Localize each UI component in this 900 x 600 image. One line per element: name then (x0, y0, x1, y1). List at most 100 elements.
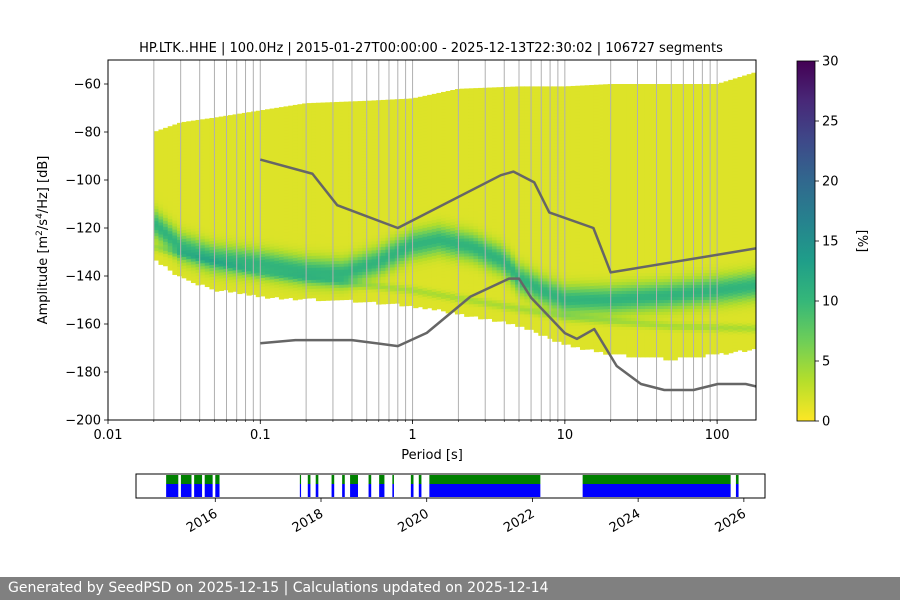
psd-density-cell (491, 156, 498, 160)
psd-density-cell (237, 131, 243, 136)
psd-density-cell (371, 244, 377, 248)
psd-density-cell (380, 231, 387, 236)
psd-density-cell (362, 211, 368, 216)
psd-density-cell (297, 191, 303, 195)
psd-density-cell (454, 95, 461, 99)
psd-density-cell (297, 131, 303, 135)
psd-density-cell (478, 306, 484, 311)
psd-density-cell (195, 218, 201, 223)
psd-density-cell (209, 150, 215, 155)
psd-density-cell (441, 121, 447, 126)
psd-density-cell (353, 290, 359, 294)
psd-density-cell (214, 243, 220, 247)
psd-density-cell (325, 222, 331, 226)
psd-density-cell (190, 138, 197, 143)
psd-density-cell (491, 225, 498, 229)
psd-density-cell (431, 225, 437, 230)
psd-density-cell (362, 145, 368, 150)
psd-density-cell (311, 246, 317, 251)
psd-density-cell (450, 225, 456, 229)
psd-density-cell (209, 216, 215, 221)
psd-density-cell (237, 197, 243, 202)
psd-density-cell (445, 174, 451, 179)
psd-density-cell (209, 222, 215, 227)
psd-density-cell (491, 288, 498, 292)
psd-density-cell (325, 168, 331, 172)
psd-density-cell (380, 168, 387, 173)
psd-density-cell (278, 185, 285, 189)
psd-density-cell (441, 100, 447, 105)
psd-density-cell (302, 193, 308, 197)
psd-density-cell (450, 288, 456, 292)
psd-density-cell (468, 178, 475, 182)
psd-density-cell (204, 127, 211, 132)
psd-density-cell (302, 229, 308, 233)
psd-density-cell (246, 145, 252, 149)
psd-density-cell (278, 107, 285, 111)
psd-density-cell (223, 187, 229, 192)
psd-density-cell (431, 93, 437, 98)
psd-density-cell (190, 174, 197, 179)
psd-density-cell (200, 263, 206, 267)
psd-density-cell (325, 159, 331, 163)
psd-density-cell (357, 107, 363, 111)
psd-density-cell (353, 101, 359, 105)
psd-density-cell (214, 240, 220, 244)
psd-density-cell (227, 187, 234, 191)
psd-density-cell (218, 224, 224, 228)
psd-density-cell (265, 226, 271, 230)
psd-density-cell (246, 115, 252, 119)
psd-density-cell (385, 279, 391, 284)
psd-density-cell (246, 220, 252, 224)
psd-density-cell (473, 142, 479, 146)
psd-density-cell (468, 223, 475, 227)
psd-density-cell (232, 258, 238, 262)
psd-density-cell (325, 204, 331, 208)
psd-density-cell (315, 264, 322, 269)
psd-density-cell (269, 237, 275, 241)
psd-density-cell (348, 188, 354, 192)
psd-density-cell (167, 138, 173, 142)
psd-density-cell (177, 125, 183, 130)
psd-density-cell (450, 192, 456, 196)
psd-density-cell (209, 255, 215, 260)
psd-density-cell (237, 137, 243, 142)
psd-density-cell (214, 129, 220, 133)
psd-density-cell (390, 243, 396, 247)
psd-density-cell (468, 175, 475, 179)
psd-density-cell (306, 115, 312, 119)
psd-density-cell (292, 131, 299, 136)
psd-density-cell (343, 215, 349, 220)
psd-density-cell (422, 278, 428, 283)
psd-density-cell (163, 130, 169, 135)
psd-density-cell (436, 158, 442, 163)
psd-density-cell (311, 228, 317, 233)
psd-density-cell (353, 140, 359, 144)
psd-density-cell (459, 277, 465, 282)
psd-density-cell (450, 201, 456, 205)
psd-density-cell (417, 201, 424, 206)
psd-density-cell (468, 115, 475, 119)
psd-density-cell (385, 219, 391, 224)
psd-density-cell (348, 110, 354, 114)
psd-density-cell (464, 247, 470, 251)
psd-density-cell (167, 159, 173, 163)
psd-density-cell (269, 186, 275, 190)
psd-density-cell (478, 261, 484, 266)
psd-density-cell (265, 190, 271, 194)
psd-density-cell (454, 248, 461, 252)
psd-density-cell (478, 144, 484, 149)
psd-density-cell (403, 212, 410, 217)
psd-density-cell (311, 168, 317, 173)
psd-density-cell (209, 213, 215, 218)
psd-density-cell (218, 158, 224, 162)
psd-density-cell (353, 269, 359, 273)
psd-density-cell (422, 287, 428, 292)
psd-density-cell (343, 110, 349, 115)
psd-density-cell (390, 204, 396, 208)
psd-density-cell (445, 288, 451, 293)
psd-density-cell (320, 198, 326, 202)
psd-density-cell (311, 210, 317, 215)
psd-density-cell (186, 175, 192, 179)
psd-density-cell (269, 240, 275, 244)
